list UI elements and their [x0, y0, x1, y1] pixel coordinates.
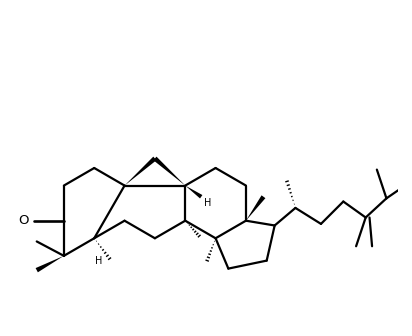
Polygon shape: [35, 256, 64, 272]
Polygon shape: [185, 185, 202, 199]
Text: H: H: [204, 198, 211, 208]
Polygon shape: [124, 157, 157, 185]
Polygon shape: [153, 157, 185, 185]
Text: H: H: [95, 256, 103, 266]
Polygon shape: [246, 195, 265, 221]
Text: O: O: [18, 214, 29, 227]
